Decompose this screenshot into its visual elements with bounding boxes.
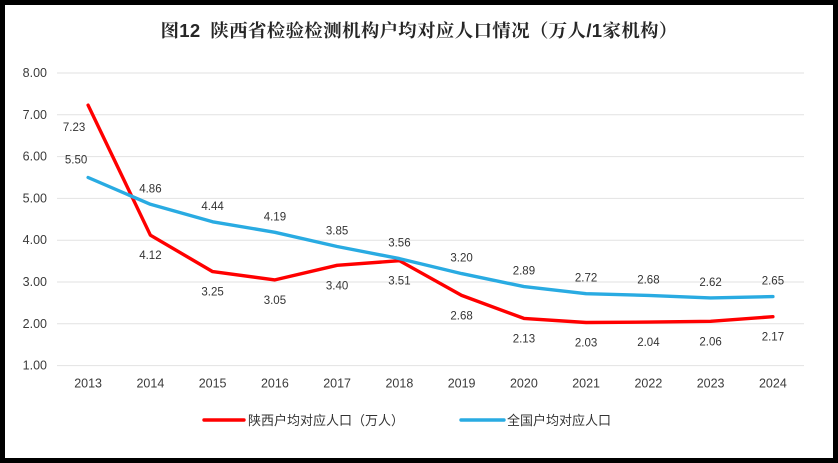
svg-text:2.65: 2.65 xyxy=(762,276,784,288)
svg-text:2.68: 2.68 xyxy=(637,274,659,286)
svg-text:3.05: 3.05 xyxy=(264,295,286,307)
svg-text:4.19: 4.19 xyxy=(264,211,286,223)
svg-text:2016: 2016 xyxy=(261,377,289,391)
svg-text:2.17: 2.17 xyxy=(762,332,784,344)
svg-text:2023: 2023 xyxy=(697,377,725,391)
svg-text:4.00: 4.00 xyxy=(23,233,47,247)
svg-text:2022: 2022 xyxy=(634,377,662,391)
svg-text:2019: 2019 xyxy=(448,377,476,391)
svg-text:7.23: 7.23 xyxy=(63,122,85,134)
svg-text:3.56: 3.56 xyxy=(388,238,410,250)
svg-text:7.00: 7.00 xyxy=(23,108,47,122)
svg-text:陕西户均对应人口（万人）: 陕西户均对应人口（万人） xyxy=(248,413,404,428)
svg-text:3.85: 3.85 xyxy=(326,226,348,238)
svg-text:2.03: 2.03 xyxy=(575,338,597,350)
svg-text:5.50: 5.50 xyxy=(65,155,87,167)
svg-text:1.00: 1.00 xyxy=(23,359,47,373)
svg-text:3.40: 3.40 xyxy=(326,280,348,292)
svg-text:2020: 2020 xyxy=(510,377,538,391)
svg-text:3.25: 3.25 xyxy=(201,287,223,299)
svg-text:2.89: 2.89 xyxy=(513,266,535,278)
svg-text:4.44: 4.44 xyxy=(201,201,224,213)
svg-text:2021: 2021 xyxy=(572,377,600,391)
svg-text:4.86: 4.86 xyxy=(139,183,161,195)
svg-text:2018: 2018 xyxy=(385,377,413,391)
svg-text:8.00: 8.00 xyxy=(23,66,47,80)
svg-text:2013: 2013 xyxy=(74,377,102,391)
svg-text:2.04: 2.04 xyxy=(637,337,660,349)
svg-text:6.00: 6.00 xyxy=(23,150,47,164)
svg-text:2024: 2024 xyxy=(759,377,787,391)
svg-text:2.68: 2.68 xyxy=(450,310,472,322)
svg-text:2.13: 2.13 xyxy=(513,333,535,345)
svg-text:3.20: 3.20 xyxy=(450,253,472,265)
svg-text:2.62: 2.62 xyxy=(699,277,721,289)
svg-text:3.00: 3.00 xyxy=(23,275,47,289)
svg-text:2015: 2015 xyxy=(199,377,227,391)
svg-text:2.00: 2.00 xyxy=(23,317,47,331)
svg-text:5.00: 5.00 xyxy=(23,191,47,205)
svg-text:全国户均对应人口: 全国户均对应人口 xyxy=(507,413,611,428)
svg-text:2014: 2014 xyxy=(136,377,164,391)
svg-text:2017: 2017 xyxy=(323,377,351,391)
svg-text:4.12: 4.12 xyxy=(139,250,161,262)
svg-text:3.51: 3.51 xyxy=(388,276,410,288)
svg-text:2.06: 2.06 xyxy=(699,336,721,348)
svg-text:2.72: 2.72 xyxy=(575,273,597,285)
